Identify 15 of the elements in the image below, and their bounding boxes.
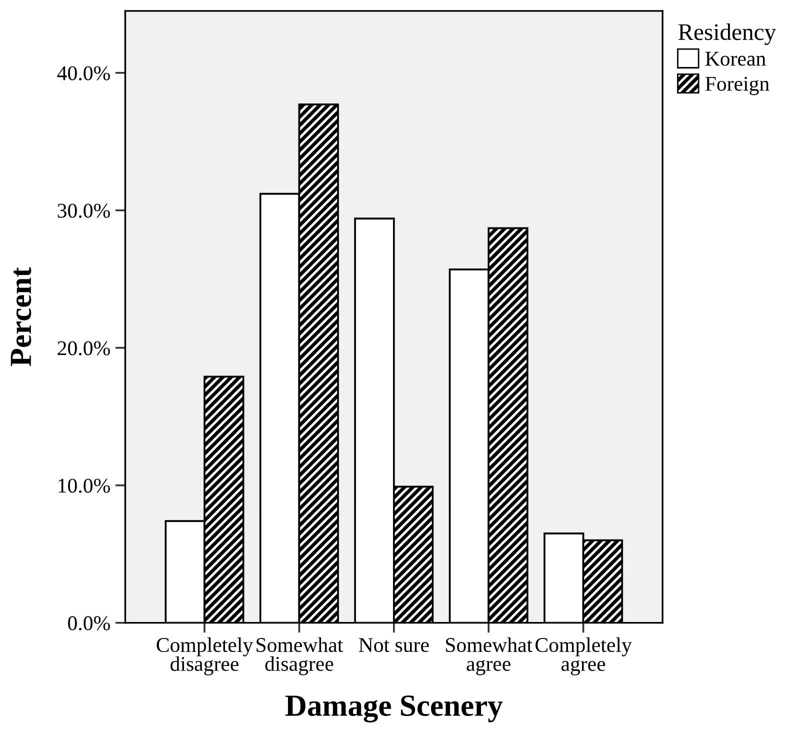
legend-title: Residency [678,23,776,45]
x-tick-label: Not sure [358,638,429,652]
y-axis-title: Percent [10,267,32,366]
legend-label: Foreign [705,76,770,96]
x-axis-title: Damage Scenery [285,695,503,722]
x-tick-label: Completely disagree [156,637,254,676]
y-tick-label: 0.0% [68,616,110,630]
y-tick-label: 10.0% [58,478,110,493]
y-tick-label: 20.0% [58,341,110,356]
y-tick-label: 40.0% [57,66,110,80]
x-tick-label: Somewhat disagree [256,637,344,676]
x-tick-label: Completely agree [536,637,632,676]
legend-label: Korean [705,52,766,66]
y-tick-label: 30.0% [58,204,110,218]
x-tick-label: Somewhat agree [446,637,532,676]
